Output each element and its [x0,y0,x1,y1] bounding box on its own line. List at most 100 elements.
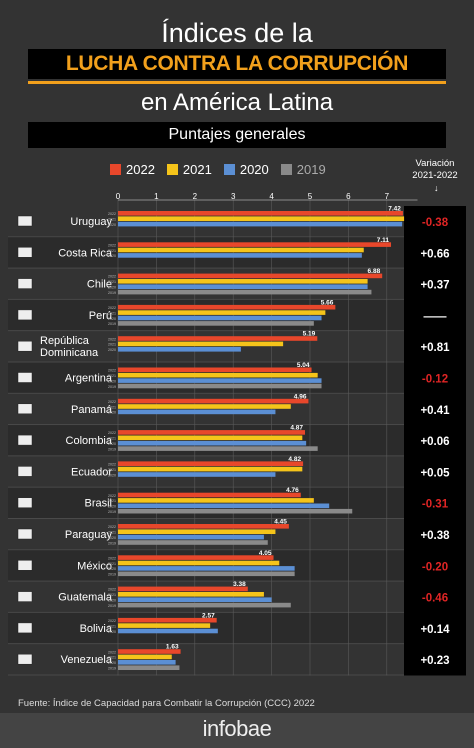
country-label: Argentina [65,373,113,385]
flag-icon [17,591,33,602]
bar-2020 [118,347,241,352]
variation-value: —— [424,311,448,323]
data-label: 7.42 [388,206,401,213]
flag-icon [17,560,33,571]
flag-icon [17,528,33,540]
country-label: Bolivia [80,623,113,635]
bar-year-label: 2021 [108,468,116,472]
row-divider [8,424,404,426]
bar-2020 [118,597,272,602]
row-divider [8,298,404,300]
legend-item-2021: 2021 [166,161,212,177]
bar-2020 [118,253,362,258]
bar-2020 [118,566,295,571]
bar-year-label: 2021 [108,593,116,597]
bar-year-label: 2020 [108,411,116,415]
bar-year-label: 2020 [108,254,116,258]
bar-year-label: 2021 [108,624,116,628]
bar-year-label: 2022 [108,556,116,560]
row-band [8,550,404,582]
bar-2022 [118,430,306,435]
bar-year-label: 2022 [108,588,116,592]
bar-2020 [118,378,322,383]
bar-year-label: 2022 [108,306,116,310]
bar-year-label: 2022 [108,463,116,467]
data-label: 4.45 [274,519,287,526]
bar-2019 [118,508,353,514]
bar-year-label: 2019 [108,385,116,389]
bar-year-label: 2019 [108,291,116,295]
flag-icon [17,622,33,634]
bar-year-label: 2021 [108,531,116,535]
x-tick-label: 3 [231,192,236,201]
legend-label-2021: 2021 [182,161,212,177]
bar-2022 [118,555,274,560]
flag-icon [17,247,33,258]
legend-item-2020: 2020 [223,161,269,177]
bar-year-label: 2022 [108,337,116,341]
bar-year-label: 2022 [108,275,116,279]
bar-2020 [118,221,403,227]
row-divider [8,580,404,582]
bar-2019 [118,665,180,670]
bar-2022 [118,492,301,498]
variation-value: +0.81 [420,342,450,354]
bar-year-label: 2021 [108,343,116,347]
bar-year-label: 2022 [108,400,116,404]
row-band [8,487,404,519]
legend-swatch-2022 [110,163,121,175]
bar-2021 [118,310,326,315]
bar-2021 [118,498,314,503]
data-label: 6.88 [368,268,381,275]
flag-icon [17,340,33,352]
row-divider [8,330,404,332]
x-tick-label: 0 [116,192,121,201]
bar-2021 [118,560,280,566]
country-label: Venezuela [61,654,113,666]
variation-value: +0.05 [420,467,450,479]
variation-header-label: Variación [415,158,455,169]
bar-year-label: 2020 [108,599,116,603]
bar-year-label: 2020 [108,505,116,509]
bar-2020 [118,472,276,477]
bar-2021 [118,372,318,378]
infobae-logo: infobae [202,716,272,741]
country-label: Dominicana [40,347,99,359]
variation-value: +0.06 [420,436,449,448]
bar-2022 [118,617,217,623]
flag-icon [17,434,33,446]
variation-value: +0.66 [420,248,449,260]
bar-2020 [118,409,276,415]
bar-2022 [118,649,181,654]
bar-year-label: 2020 [108,536,116,540]
flag-icon [17,466,33,477]
bar-2021 [118,592,264,597]
bar-year-label: 2020 [108,379,116,383]
bar-2022 [118,398,309,404]
bar-2022 [118,211,403,216]
x-tick-label: 4 [269,192,274,201]
bar-year-label: 2022 [108,369,116,373]
bar-2019 [118,289,372,295]
bar-2022 [118,242,392,247]
bar-2022 [118,586,248,592]
x-tick-label: 5 [308,192,313,201]
bar-year-label: 2019 [108,604,116,608]
data-label: 2.57 [202,612,215,619]
bar-year-label: 2019 [108,573,116,577]
data-label: 4.96 [294,393,307,400]
variation-value: +0.23 [420,655,449,667]
bar-year-label: 2019 [108,541,116,545]
x-tick-label: 1 [154,192,159,201]
legend-swatch-2019 [280,163,292,175]
down-arrow-icon: ↓ [434,183,439,193]
bar-year-label: 2020 [108,567,116,571]
bar-year-label: 2022 [108,212,116,216]
variation-value: +0.14 [420,624,450,636]
legend-label-2020: 2020 [239,161,269,177]
bar-year-label: 2019 [108,447,116,451]
bar-2021 [118,404,291,409]
variation-value: +0.38 [420,530,450,542]
bar-2022 [118,304,336,310]
bar-year-label: 2021 [108,656,116,660]
